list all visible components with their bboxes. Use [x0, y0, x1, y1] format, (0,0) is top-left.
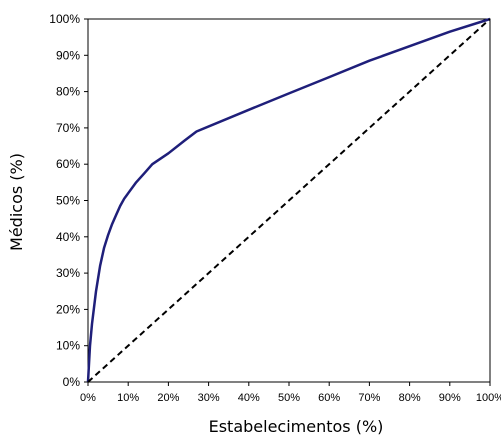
y-tick-label: 90%: [56, 48, 80, 62]
y-tick-label: 20%: [56, 302, 80, 316]
x-axis-title: Estabelecimentos (%): [209, 417, 384, 436]
equality-line: [87, 18, 491, 383]
y-tick-label: 0%: [63, 375, 81, 389]
y-axis-ticks: 0% 10% 20% 30% 40% 50% 60% 70% 80% 90% 100%: [49, 12, 88, 389]
x-tick-label: 50%: [278, 392, 300, 404]
y-tick-label: 70%: [56, 121, 80, 135]
y-tick-label: 50%: [56, 194, 80, 208]
x-tick-label: 80%: [399, 392, 421, 404]
y-tick-label: 60%: [56, 157, 80, 171]
x-tick-label: 40%: [238, 392, 260, 404]
x-tick-label: 60%: [318, 392, 340, 404]
x-tick-label: 10%: [117, 392, 139, 404]
x-tick-label: 0%: [80, 392, 96, 404]
y-axis-title: Médicos (%): [7, 153, 26, 251]
x-tick-label: 30%: [198, 392, 220, 404]
series-layer: [86, 17, 491, 383]
x-tick-label: 100%: [476, 392, 501, 404]
x-tick-label: 90%: [439, 392, 461, 404]
x-tick-label: 70%: [358, 392, 380, 404]
y-tick-label: 100%: [49, 12, 80, 26]
x-tick-label: 20%: [157, 392, 179, 404]
x-axis-ticks: 0% 10% 20% 30% 40% 50% 60% 70% 80% 90% 100%: [80, 382, 501, 404]
y-tick-label: 10%: [56, 339, 80, 353]
concentration-curve: [86, 17, 491, 383]
y-tick-label: 80%: [56, 85, 80, 99]
y-tick-label: 30%: [56, 266, 80, 280]
y-tick-label: 40%: [56, 230, 80, 244]
